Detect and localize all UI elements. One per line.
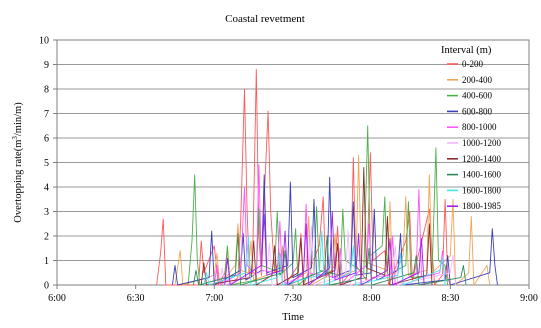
y-tick-label: 4 — [44, 183, 49, 194]
y-tick-label: 5 — [44, 158, 49, 169]
y-tick-label: 8 — [44, 85, 49, 96]
y-axis-ticks: 0 1 2 3 4 5 6 7 8 9 10 — [39, 36, 57, 292]
x-tick-label: 8:30 — [441, 293, 459, 304]
y-tick-label: 6 — [44, 134, 49, 145]
legend-title: Interval (m) — [441, 45, 492, 56]
y-tick-label: 2 — [44, 232, 49, 243]
legend-entry: 1400-1600 — [462, 170, 501, 180]
y-tick-label: 3 — [44, 207, 49, 218]
legend-entry: 1600-1800 — [462, 185, 501, 195]
x-axis-ticks: 6:00 6:30 7:00 7:30 8:00 8:30 9:00 — [48, 285, 538, 304]
x-axis-label: Time — [282, 312, 304, 323]
x-tick-label: 9:00 — [520, 293, 538, 304]
series-line-9 — [203, 230, 446, 286]
x-tick-label: 6:00 — [48, 293, 66, 304]
legend-entry: 400-600 — [462, 91, 492, 101]
x-tick-label: 7:00 — [205, 293, 223, 304]
y-axis-label-post: /min/m) — [13, 102, 24, 136]
legend: Interval (m) 0-200 200-400 400-600 600-800 8… — [441, 45, 501, 211]
series-line-7 — [200, 166, 433, 286]
y-tick-label: 0 — [44, 281, 49, 292]
chart-title: Coastal revetment — [225, 13, 305, 25]
legend-entry: 1800-1985 — [462, 201, 501, 211]
y-axis-label: Overtopping rate(m3/min/m) — [11, 102, 24, 223]
y-tick-label: 1 — [44, 256, 49, 267]
series-line-10 — [224, 211, 425, 286]
series-line-3 — [187, 125, 449, 286]
x-tick-label: 7:30 — [284, 293, 302, 304]
series-lines — [156, 68, 498, 286]
series-line-8 — [192, 233, 467, 286]
x-tick-label: 6:30 — [127, 293, 145, 304]
x-tick-label: 8:00 — [363, 293, 381, 304]
y-tick-label: 9 — [44, 60, 49, 71]
legend-entry: 200-400 — [462, 75, 492, 85]
y-tick-label: 10 — [39, 36, 49, 47]
legend-entry: 1000-1200 — [462, 138, 501, 148]
y-axis-label-pre: Overtopping rate(m — [13, 140, 24, 223]
y-axis-label-sup: 3 — [11, 136, 19, 140]
grid-lines — [57, 64, 529, 261]
series-line-1 — [156, 68, 451, 286]
legend-entry: 0-200 — [462, 59, 483, 69]
legend-entry: 800-1000 — [462, 122, 497, 132]
legend-entry: 1200-1400 — [462, 154, 501, 164]
legend-entry: 600-800 — [462, 106, 492, 116]
y-tick-label: 7 — [44, 109, 49, 120]
